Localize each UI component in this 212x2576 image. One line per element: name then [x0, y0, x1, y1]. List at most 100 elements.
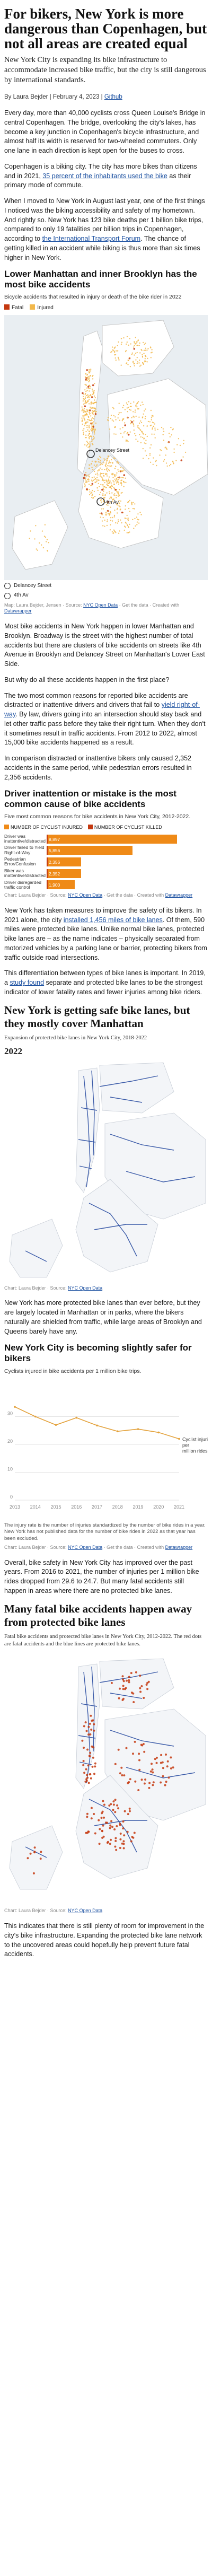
protected-lane-line	[81, 1703, 98, 1707]
fatal-accident-dot	[132, 1693, 135, 1695]
injury-accident-dot	[104, 469, 105, 470]
lanes-map-subtitle: Expansion of protected bike lanes in New…	[4, 1035, 147, 1041]
injury-accident-dot	[107, 513, 109, 515]
injury-accident-dot	[89, 380, 91, 382]
injury-rate-point	[55, 1424, 57, 1426]
injury-accident-dot	[129, 431, 131, 433]
fatal-accident-dot	[92, 384, 94, 387]
injury-accident-dot	[123, 525, 126, 527]
killed-bar	[47, 846, 48, 855]
injury-accident-dot	[118, 521, 119, 522]
injury-accident-dot	[129, 523, 130, 525]
source-link[interactable]: NYC Open Data	[68, 1908, 103, 1914]
injury-accident-dot	[39, 542, 40, 544]
injury-accident-dot	[109, 502, 111, 504]
section-heading-fatal-lanes: Many fatal bike accidents happen away fr…	[4, 1602, 192, 1628]
injury-accident-dot	[143, 410, 145, 412]
protected-lane-line	[81, 1107, 98, 1111]
injury-accident-dot	[82, 408, 83, 410]
injury-accident-dot	[138, 522, 140, 524]
fourth-av-map-label: 4th Av	[105, 500, 119, 505]
accidents-map[interactable]: Delancey Street 4th Av	[4, 315, 208, 581]
bar-row: Driver disregarded traffic control 1,900	[4, 880, 208, 890]
injury-accident-dot	[119, 470, 121, 472]
text-run: Chart: Laura Bejder · Source:	[4, 892, 68, 898]
injury-accident-dot	[114, 493, 116, 495]
injury-accident-dot	[85, 377, 87, 379]
fatal-accident-dot	[112, 1800, 115, 1803]
fatal-accident-dot	[162, 1767, 164, 1769]
injury-accident-dot	[91, 492, 93, 493]
injury-accident-dot	[92, 439, 93, 441]
fatal-accident-dot	[93, 1730, 95, 1732]
injury-accident-dot	[121, 479, 122, 481]
y-tick-label: 10	[7, 1467, 13, 1472]
injury-accident-dot	[84, 389, 86, 391]
source-link[interactable]: NYC Open Data	[68, 1285, 103, 1291]
study-link[interactable]: study found	[10, 979, 45, 987]
injury-accident-dot	[119, 530, 120, 532]
injury-accident-dot	[107, 519, 108, 521]
fatal-accident-dot	[138, 1769, 141, 1772]
fatal-accident-dot	[122, 1680, 125, 1683]
fatal-accident-dot	[126, 1831, 129, 1834]
injury-accident-dot	[108, 469, 110, 471]
injury-accident-dot	[118, 414, 119, 416]
source-link[interactable]: NYC Open Data	[83, 602, 118, 608]
injury-accident-dot	[83, 434, 84, 435]
bike-lanes-link[interactable]: installed 1,456 miles of bike lanes	[63, 916, 163, 924]
injury-accident-dot	[133, 425, 135, 427]
fatal-accident-dot	[89, 1733, 92, 1736]
commute-stat-link[interactable]: 35 percent of the inhabitants used the b…	[42, 172, 167, 180]
bar-row: Biker was inattentive/distracted 2,352	[4, 868, 208, 879]
source-link[interactable]: NYC Open Data	[68, 1544, 103, 1550]
source-link[interactable]: NYC Open Data	[68, 892, 103, 898]
github-link[interactable]: Github	[104, 93, 122, 100]
fatal-accident-dot	[92, 426, 94, 428]
fatal-accident-dot	[103, 1803, 105, 1806]
fatal-accident-dot	[89, 1773, 91, 1776]
x-tick-label: 2020	[153, 1504, 164, 1510]
injury-accident-dot	[91, 411, 93, 414]
datawrapper-link[interactable]: Datawrapper	[4, 608, 32, 614]
injury-accident-dot	[129, 366, 131, 367]
fatal-accident-dot	[122, 1827, 125, 1830]
injury-accident-dot	[91, 427, 93, 430]
injury-accident-dot	[103, 475, 104, 477]
safety-trend-subtitle: Cyclists injured in bike accidents per 1…	[4, 1368, 142, 1374]
injury-accident-dot	[123, 469, 125, 471]
injury-accident-dot	[85, 384, 87, 386]
injury-accident-dot	[113, 481, 115, 483]
fatal-accident-dot	[124, 424, 126, 427]
injury-accident-dot	[140, 364, 142, 366]
injury-accident-dot	[93, 395, 95, 397]
injury-accident-dot	[159, 454, 161, 456]
injury-accident-dot	[88, 371, 90, 373]
injury-accident-dot	[126, 341, 128, 343]
fatal-accident-dot	[94, 413, 97, 415]
injury-accident-dot	[118, 481, 119, 483]
fatal-lanes-map[interactable]	[4, 1651, 208, 1906]
x-tick-label: 2019	[132, 1504, 143, 1510]
injury-accident-dot	[117, 477, 119, 478]
injury-accident-dot	[89, 444, 91, 446]
injury-accident-dot	[89, 431, 90, 432]
injury-accident-dot	[142, 356, 144, 357]
injury-accident-dot	[113, 347, 115, 349]
injury-accident-dot	[172, 461, 174, 463]
yield-link[interactable]: yield right-of-way	[4, 701, 200, 719]
protected-lanes-map[interactable]	[4, 1059, 208, 1283]
fatal-accident-dot	[100, 1817, 103, 1819]
injury-accident-dot	[129, 500, 130, 502]
datawrapper-link[interactable]: Datawrapper	[165, 892, 193, 898]
fatal-accident-dot	[155, 1762, 158, 1765]
injury-accident-dot	[86, 374, 88, 375]
intro-paragraph-2: Copenhagen is a biking city. The city ha…	[4, 162, 208, 190]
injury-accident-dot	[36, 548, 37, 550]
itf-link[interactable]: the International Transport Forum	[42, 235, 141, 243]
datawrapper-link[interactable]: Datawrapper	[165, 1544, 193, 1550]
killed-bar	[47, 869, 48, 878]
injury-accident-dot	[85, 480, 87, 482]
intro-paragraph-1: Every day, more than 40,000 cyclists cro…	[4, 109, 206, 155]
injury-accident-dot	[137, 401, 139, 403]
